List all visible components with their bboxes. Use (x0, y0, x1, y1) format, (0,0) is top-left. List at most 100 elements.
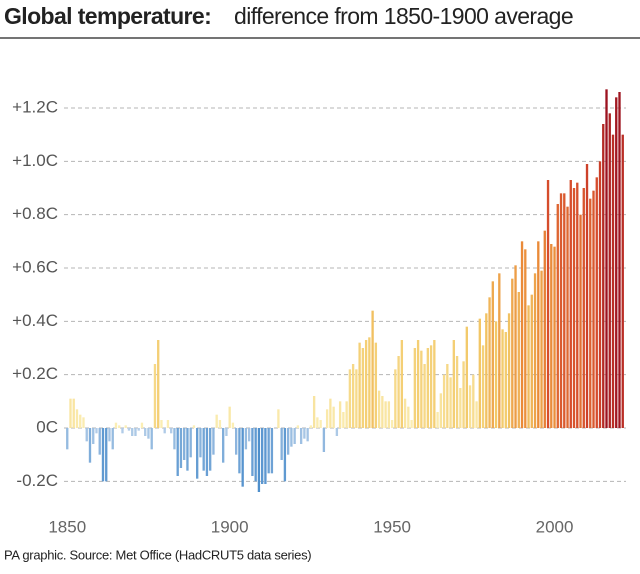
bar (462, 361, 465, 428)
bar (598, 161, 602, 429)
bar (176, 428, 179, 476)
bar (540, 270, 543, 428)
x-tick-label: 1850 (48, 517, 86, 536)
bar (494, 321, 498, 428)
bar (283, 428, 287, 482)
bar (524, 249, 527, 428)
bar (429, 345, 433, 428)
bar (394, 369, 397, 428)
bar (514, 265, 517, 428)
y-tick-label: +1.2C (12, 97, 58, 116)
bar (303, 428, 306, 439)
bar (511, 278, 514, 428)
bar (410, 420, 413, 428)
bar (374, 342, 378, 428)
bar (423, 364, 426, 428)
bar (602, 124, 605, 428)
bar (416, 340, 420, 428)
bar (111, 428, 114, 450)
bar (72, 398, 75, 428)
bar (384, 401, 387, 428)
bar (436, 412, 439, 428)
bar (468, 385, 472, 428)
bar (338, 401, 342, 428)
bar (209, 428, 212, 471)
bar (192, 425, 196, 428)
bar (121, 428, 124, 434)
bar (442, 374, 446, 428)
bar (205, 428, 209, 476)
bar (170, 428, 173, 434)
bar (501, 329, 504, 428)
bar (79, 414, 82, 428)
bar (507, 313, 511, 428)
bar (585, 164, 589, 428)
bar (420, 350, 423, 428)
y-tick-label: +0.4C (12, 311, 58, 330)
bar (215, 414, 218, 428)
bar (228, 406, 231, 428)
bar (368, 337, 371, 428)
bar (550, 244, 553, 428)
bar (319, 420, 322, 428)
bar (82, 417, 85, 428)
bar (615, 97, 618, 428)
bar (127, 428, 131, 431)
bar (140, 422, 144, 428)
bar (576, 182, 579, 428)
bar (530, 294, 533, 428)
bar (222, 428, 225, 463)
bar (247, 428, 251, 442)
bar (101, 428, 105, 482)
bar (280, 428, 283, 460)
bar (413, 348, 417, 428)
bar (595, 177, 598, 428)
bar (202, 428, 205, 471)
chart-title: Global temperature: (4, 3, 211, 29)
bar (381, 396, 384, 428)
bar (589, 198, 592, 428)
bar (290, 428, 293, 447)
bar (478, 318, 481, 428)
bar (572, 188, 576, 428)
bar (485, 313, 488, 428)
bar (377, 390, 381, 428)
bar (296, 425, 300, 428)
bar (608, 113, 611, 428)
bar (105, 428, 108, 482)
bar (189, 428, 192, 458)
bar (559, 193, 563, 428)
bar (238, 428, 241, 474)
bar (592, 190, 595, 428)
bar (345, 401, 348, 428)
y-tick-label: -0.2C (16, 471, 58, 490)
bar (459, 388, 462, 428)
bar (134, 428, 137, 436)
bar (114, 422, 118, 428)
bar (517, 292, 520, 428)
bar (179, 428, 183, 468)
bar (131, 428, 134, 436)
bar (286, 428, 290, 455)
bar (475, 401, 478, 428)
bar (199, 428, 202, 458)
bar (329, 398, 332, 428)
y-tick-label: +0.8C (12, 204, 58, 223)
bar (306, 428, 309, 442)
bar (244, 428, 248, 450)
bar (75, 409, 79, 428)
bar (163, 428, 166, 434)
bar (553, 246, 556, 428)
y-tick-label: +0.2C (12, 364, 58, 383)
bar (582, 188, 585, 428)
bar (611, 134, 615, 428)
bar (137, 428, 140, 431)
bar (355, 369, 358, 428)
bar (387, 401, 391, 428)
bar (342, 412, 345, 428)
bar (312, 396, 316, 428)
bar (465, 326, 468, 428)
bar (196, 428, 199, 479)
bar (543, 230, 546, 428)
